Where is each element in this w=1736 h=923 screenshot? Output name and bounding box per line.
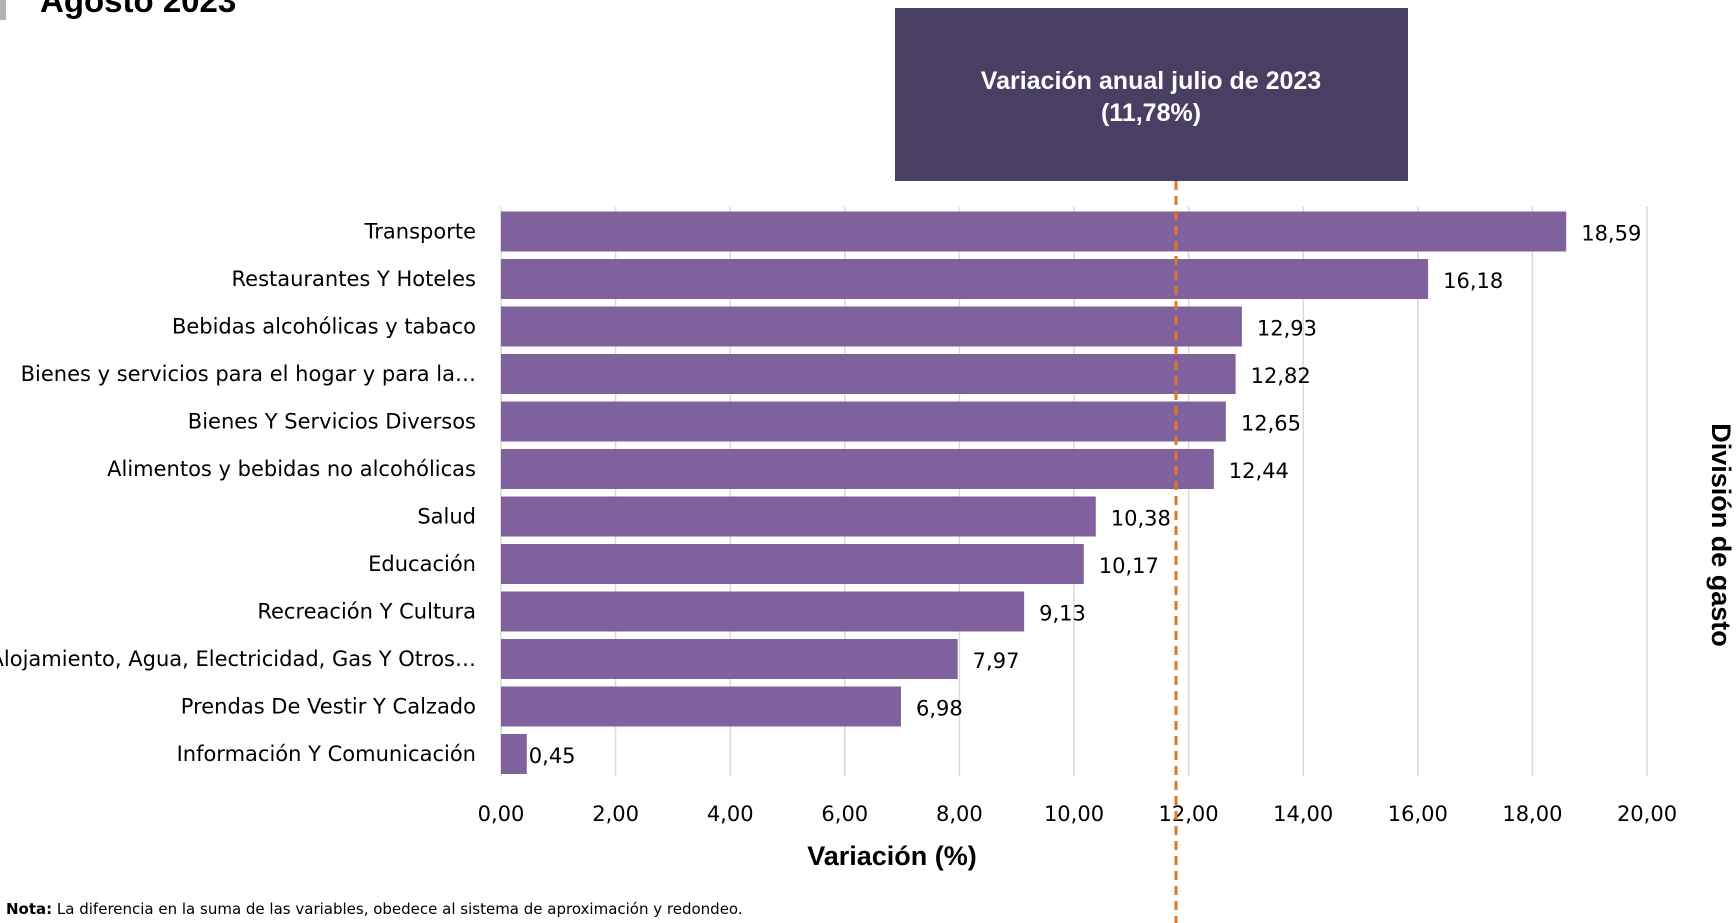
category-label: Restaurantes Y Hoteles — [232, 267, 477, 291]
title-accent-bar — [0, 0, 6, 20]
bar — [501, 259, 1429, 299]
bar — [501, 591, 1025, 632]
bar — [501, 306, 1242, 347]
value-labels: 18,59 16,18 12,93 12,82 12,65 12,44 10,38 10,17… — [529, 222, 1642, 769]
category-label: Prendas De Vestir Y Calzado — [181, 695, 476, 719]
annotation-line2: (11,78%) — [1101, 99, 1201, 127]
x-tick-label: 2,00 — [592, 802, 639, 826]
bars — [501, 211, 1567, 774]
x-tick-label: 20,00 — [1617, 802, 1677, 826]
value-label: 16,18 — [1443, 269, 1503, 293]
bar — [501, 496, 1096, 537]
category-label: Transporte — [364, 220, 476, 244]
category-label: Información Y Comunicación — [177, 742, 476, 766]
footer-note: Nota: La diferencia en la suma de las va… — [6, 900, 743, 918]
bar — [501, 686, 901, 727]
value-label: 0,45 — [529, 744, 576, 768]
x-tick-label: 18,00 — [1502, 802, 1562, 826]
x-axis-title: Variación (%) — [807, 841, 977, 871]
page-title: Agosto 2023 — [40, 0, 236, 19]
x-tick-label: 10,00 — [1044, 802, 1104, 826]
category-label: Salud — [417, 505, 476, 529]
bar — [501, 401, 1226, 442]
value-label: 12,65 — [1241, 412, 1301, 436]
bar — [501, 354, 1236, 394]
value-label: 12,44 — [1229, 459, 1289, 483]
value-label: 7,97 — [973, 649, 1020, 673]
bar — [501, 734, 527, 774]
footer-note-label: Nota: — [6, 900, 52, 918]
x-tick-label: 0,00 — [478, 802, 525, 826]
footer-note-text: La diferencia en la suma de las variable… — [52, 900, 742, 918]
value-label: 18,59 — [1581, 222, 1641, 246]
category-label: Bienes y servicios para el hogar y para … — [21, 362, 476, 386]
x-tick-label: 12,00 — [1159, 802, 1219, 826]
category-label: Bienes Y Servicios Diversos — [188, 410, 476, 434]
annotation-box — [895, 8, 1408, 181]
value-label: 12,93 — [1257, 317, 1317, 341]
gridlines — [500, 207, 1648, 776]
category-label: Recreación Y Cultura — [257, 600, 476, 624]
x-tick-label: 6,00 — [821, 802, 868, 826]
bar — [501, 639, 958, 679]
x-tick-label: 8,00 — [936, 802, 983, 826]
bar — [501, 544, 1084, 584]
x-tick-label: 14,00 — [1273, 802, 1333, 826]
value-label: 12,82 — [1251, 364, 1311, 388]
category-label: Alimentos y bebidas no alcohólicas — [107, 457, 476, 481]
x-tick-labels: 0,00 2,00 4,00 6,00 8,00 10,00 12,00 14,00 16,00… — [478, 802, 1677, 826]
value-label: 10,17 — [1099, 554, 1159, 578]
category-labels: Transporte Restaurantes Y Hoteles Bebidas … — [0, 220, 476, 767]
x-tick-label: 4,00 — [707, 802, 754, 826]
bar — [501, 211, 1567, 252]
category-label: Educación — [368, 552, 476, 576]
x-tick-label: 16,00 — [1388, 802, 1448, 826]
value-label: 10,38 — [1111, 507, 1171, 531]
bar — [501, 449, 1214, 489]
value-label: 6,98 — [916, 697, 963, 721]
value-label: 9,13 — [1039, 602, 1086, 626]
category-label: Bebidas alcohólicas y tabaco — [172, 315, 476, 339]
category-label: Alojamiento, Agua, Electricidad, Gas Y O… — [0, 647, 476, 671]
y-axis-title: División de gasto — [1706, 423, 1736, 647]
annotation-line1: Variación anual julio de 2023 — [981, 67, 1321, 95]
